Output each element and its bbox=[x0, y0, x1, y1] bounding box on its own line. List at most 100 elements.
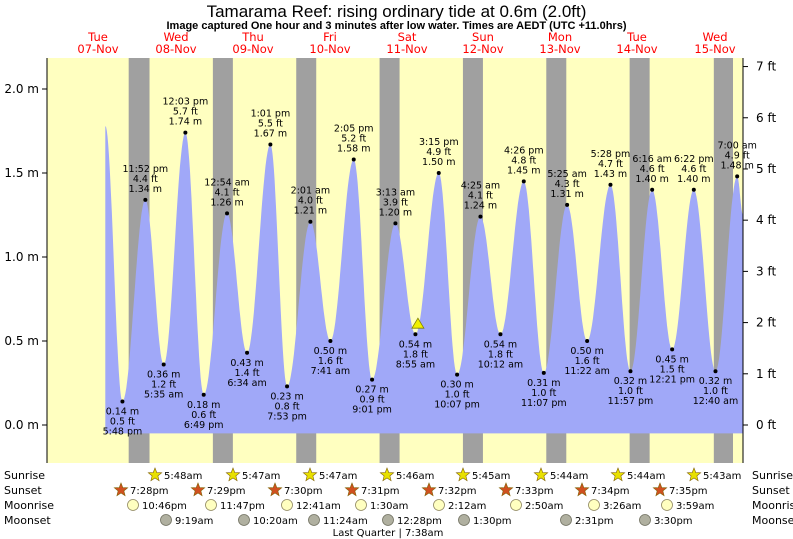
tide-label: 4:25 am4.1 ft1.24 m bbox=[461, 181, 500, 212]
sunrise-time: 5:44am bbox=[550, 471, 588, 482]
tide-label-line: 0.32 m bbox=[699, 376, 732, 387]
sunset-time: 7:30pm bbox=[284, 486, 323, 497]
tide-label-line: 1:01 pm bbox=[251, 108, 291, 119]
tide-label: 0.23 m0.8 ft7:53 pm bbox=[267, 391, 307, 422]
tide-point bbox=[120, 399, 125, 404]
tide-area bbox=[105, 126, 744, 434]
tide-point bbox=[225, 211, 230, 216]
day-name: Wed bbox=[163, 30, 188, 44]
day-date: 13-Nov bbox=[539, 42, 580, 56]
tide-label: 3:13 am3.9 ft1.20 m bbox=[376, 187, 415, 218]
y-tick-label: 0.0 m bbox=[4, 418, 39, 432]
astro-row-label-right: Sunrise bbox=[752, 469, 793, 482]
tide-label-line: 0.18 m bbox=[187, 400, 220, 411]
tide-label-line: 5:48 pm bbox=[103, 426, 143, 437]
tide-point bbox=[521, 179, 526, 184]
tide-label-line: 1.34 m bbox=[129, 184, 162, 195]
day-date: 09-Nov bbox=[232, 42, 273, 56]
tide-label-line: 1.6 ft bbox=[318, 356, 343, 367]
tide-label-line: 5.2 ft bbox=[341, 134, 366, 145]
tide-label-line: 4:26 pm bbox=[504, 145, 544, 156]
y-right-tick-label: 4 ft bbox=[756, 213, 776, 227]
tide-point bbox=[436, 171, 441, 175]
y-right-tick-label: 1 ft bbox=[756, 367, 776, 381]
moonset-moon-icon bbox=[382, 514, 394, 526]
tide-point bbox=[608, 182, 613, 187]
tide-label-line: 1.5 ft bbox=[660, 364, 685, 375]
tide-label-line: 5.5 ft bbox=[258, 118, 283, 129]
tide-point bbox=[413, 332, 418, 337]
day-name: Fri bbox=[323, 30, 337, 44]
day-name: Sat bbox=[398, 30, 417, 44]
tide-label-line: 12:54 am bbox=[204, 177, 249, 188]
tide-label-line: 0.54 m bbox=[484, 339, 517, 350]
tide-point bbox=[370, 377, 375, 382]
moonrise-time: 11:47pm bbox=[220, 501, 265, 512]
tide-label-line: 0.6 ft bbox=[191, 410, 216, 421]
tide-label-line: 1.24 m bbox=[464, 201, 497, 212]
tide-label: 7:00 am4.9 ft1.48 m bbox=[717, 140, 756, 171]
sunset-star-icon bbox=[421, 482, 437, 497]
tide-point bbox=[691, 187, 696, 192]
sunrise-time: 5:47am bbox=[242, 471, 280, 482]
tide-label-line: 0.32 m bbox=[614, 376, 647, 387]
tide-label-line: 4.4 ft bbox=[133, 174, 158, 185]
sunset-time: 7:28pm bbox=[130, 486, 169, 497]
tide-label-line: 4.7 ft bbox=[598, 159, 623, 170]
astro-row-label-right: Moonrise bbox=[752, 499, 793, 512]
tide-label-line: 3.9 ft bbox=[383, 197, 408, 208]
sunrise-star-icon bbox=[610, 467, 626, 482]
y-right-tick-label: 6 ft bbox=[756, 111, 776, 125]
tide-label-line: 11:22 am bbox=[564, 366, 609, 377]
tide-label-line: 10:07 pm bbox=[434, 400, 480, 411]
sunset-star-icon bbox=[344, 482, 360, 497]
tide-label: 0.50 m1.6 ft7:41 am bbox=[311, 346, 350, 377]
tide-label-line: 1.2 ft bbox=[151, 380, 176, 391]
tide-label: 12:54 am4.1 ft1.26 m bbox=[204, 177, 249, 208]
moonset-moon-icon bbox=[458, 514, 470, 526]
day-name: Mon bbox=[548, 30, 572, 44]
sunset-time: 7:34pm bbox=[591, 486, 630, 497]
sunrise-time: 5:46am bbox=[396, 471, 434, 482]
tide-label-line: 4:25 am bbox=[461, 181, 500, 192]
astro-row-label-left: Moonset bbox=[4, 514, 51, 527]
tide-point bbox=[201, 392, 206, 397]
tide-point bbox=[628, 369, 633, 374]
tide-label-line: 1.6 ft bbox=[575, 356, 600, 367]
astro-row-label-left: Sunset bbox=[4, 484, 42, 497]
tide-label: 0.18 m0.6 ft6:49 pm bbox=[184, 400, 224, 431]
tide-label-line: 8:55 am bbox=[396, 359, 435, 370]
moonset-time: 10:20am bbox=[253, 516, 298, 527]
tide-point bbox=[285, 384, 290, 389]
moonrise-moon-icon bbox=[205, 499, 217, 511]
sunset-star-icon bbox=[267, 482, 283, 497]
tide-point bbox=[713, 369, 718, 374]
tide-label-line: 2:01 am bbox=[291, 186, 330, 197]
moon-phase: Last Quarter | 7:38am bbox=[333, 528, 444, 539]
tide-label-line: 5:35 am bbox=[144, 390, 183, 401]
moonrise-time: 1:30am bbox=[370, 501, 408, 512]
tide-label-line: 0.31 m bbox=[527, 378, 560, 389]
tide-label: 0.27 m0.9 ft9:01 pm bbox=[352, 385, 392, 416]
tide-label: 6:22 pm4.6 ft1.40 m bbox=[674, 154, 714, 185]
tide-label-line: 12:21 pm bbox=[649, 374, 695, 385]
tide-label-line: 6:22 pm bbox=[674, 154, 714, 165]
sunrise-time: 5:47am bbox=[319, 471, 357, 482]
day-date: 07-Nov bbox=[77, 42, 118, 56]
moonrise-moon-icon bbox=[588, 499, 600, 511]
astro-row-label-left: Sunrise bbox=[4, 469, 45, 482]
tide-point bbox=[735, 174, 740, 179]
tide-label-line: 3:13 am bbox=[376, 187, 415, 198]
moonset-moon-icon bbox=[560, 514, 572, 526]
y-right-tick-label: 5 ft bbox=[756, 162, 776, 176]
sunset-time: 7:35pm bbox=[669, 486, 708, 497]
moonrise-time: 12:41am bbox=[296, 501, 341, 512]
tide-label-line: 1.31 m bbox=[550, 189, 583, 200]
day-name: Wed bbox=[702, 30, 727, 44]
y-right-tick-label: 3 ft bbox=[756, 264, 776, 278]
tide-label: 4:26 pm4.8 ft1.45 m bbox=[504, 145, 544, 176]
tide-label-line: 3:15 pm bbox=[419, 137, 459, 148]
